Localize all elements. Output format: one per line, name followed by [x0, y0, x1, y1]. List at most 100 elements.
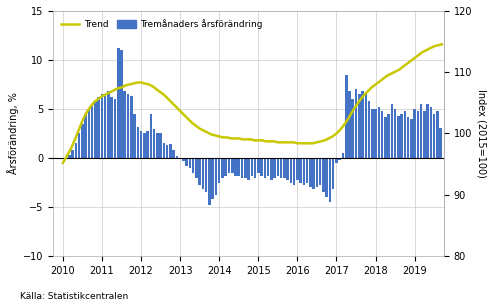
- Bar: [182, 158, 185, 161]
- Bar: [124, 91, 126, 158]
- Bar: [335, 158, 338, 163]
- Bar: [208, 158, 211, 205]
- Y-axis label: Index (2015=100): Index (2015=100): [476, 89, 486, 178]
- Trend: [83, 111, 89, 115]
- Bar: [238, 158, 240, 176]
- Bar: [169, 144, 172, 158]
- Bar: [260, 158, 263, 176]
- Bar: [247, 158, 250, 180]
- Legend: Trend, Tremånaders årsförändring: Trend, Tremånaders årsförändring: [58, 16, 266, 33]
- Bar: [316, 158, 318, 188]
- Bar: [293, 158, 295, 185]
- Bar: [280, 158, 282, 178]
- Trend: [271, 140, 277, 143]
- Bar: [413, 109, 416, 158]
- Bar: [404, 111, 406, 158]
- Bar: [286, 158, 289, 180]
- Bar: [348, 91, 351, 158]
- Bar: [313, 158, 315, 189]
- Bar: [345, 75, 348, 158]
- Bar: [420, 104, 423, 158]
- Bar: [355, 89, 357, 158]
- Trend: [60, 161, 66, 165]
- Bar: [433, 114, 435, 158]
- Bar: [306, 158, 309, 182]
- Bar: [176, 156, 178, 158]
- Bar: [250, 158, 253, 176]
- Bar: [309, 158, 312, 188]
- Bar: [146, 130, 149, 158]
- Bar: [189, 158, 191, 168]
- Bar: [429, 107, 432, 158]
- Bar: [84, 114, 87, 158]
- Bar: [88, 109, 90, 158]
- Bar: [173, 150, 175, 158]
- Bar: [228, 158, 230, 173]
- Bar: [156, 133, 159, 158]
- Trend: [240, 137, 246, 141]
- Bar: [296, 158, 299, 180]
- Bar: [224, 158, 227, 176]
- Bar: [270, 158, 273, 180]
- Bar: [384, 117, 387, 158]
- Bar: [71, 150, 74, 158]
- Bar: [397, 116, 400, 158]
- Bar: [127, 94, 129, 158]
- Bar: [78, 133, 80, 158]
- Bar: [140, 130, 142, 158]
- Bar: [153, 129, 155, 158]
- Bar: [361, 91, 364, 158]
- Bar: [273, 158, 276, 178]
- Bar: [74, 143, 77, 158]
- Bar: [342, 153, 344, 158]
- Bar: [149, 114, 152, 158]
- Bar: [192, 158, 194, 173]
- Bar: [110, 97, 113, 158]
- Bar: [277, 158, 279, 176]
- Bar: [91, 104, 94, 158]
- Bar: [387, 114, 390, 158]
- Bar: [214, 158, 217, 195]
- Bar: [205, 158, 208, 192]
- Bar: [322, 158, 325, 192]
- Bar: [390, 104, 393, 158]
- Bar: [423, 111, 425, 158]
- Bar: [325, 158, 328, 197]
- Bar: [120, 50, 123, 158]
- Trend: [349, 110, 355, 114]
- Bar: [329, 158, 331, 202]
- Bar: [439, 128, 442, 158]
- Bar: [368, 101, 370, 158]
- Bar: [400, 114, 403, 158]
- Bar: [303, 158, 305, 185]
- Bar: [267, 158, 269, 176]
- Bar: [352, 99, 354, 158]
- Bar: [166, 145, 169, 158]
- Bar: [426, 104, 429, 158]
- Y-axis label: Årsförändring, %: Årsförändring, %: [7, 92, 19, 174]
- Bar: [299, 158, 302, 182]
- Bar: [221, 158, 224, 178]
- Bar: [394, 109, 396, 158]
- Bar: [68, 155, 70, 158]
- Bar: [101, 94, 103, 158]
- Bar: [289, 158, 292, 182]
- Trend: [439, 43, 445, 46]
- Bar: [374, 109, 377, 158]
- Bar: [332, 158, 334, 189]
- Bar: [81, 124, 84, 158]
- Bar: [364, 94, 367, 158]
- Bar: [137, 127, 139, 158]
- Bar: [244, 158, 246, 178]
- Bar: [254, 158, 256, 178]
- Bar: [98, 97, 100, 158]
- Bar: [107, 91, 110, 158]
- Bar: [195, 158, 198, 178]
- Bar: [234, 158, 237, 176]
- Bar: [143, 133, 145, 158]
- Bar: [283, 158, 285, 178]
- Bar: [436, 111, 439, 158]
- Text: Källa: Statistikcentralen: Källa: Statistikcentralen: [20, 292, 128, 301]
- Bar: [163, 143, 165, 158]
- Bar: [264, 158, 266, 178]
